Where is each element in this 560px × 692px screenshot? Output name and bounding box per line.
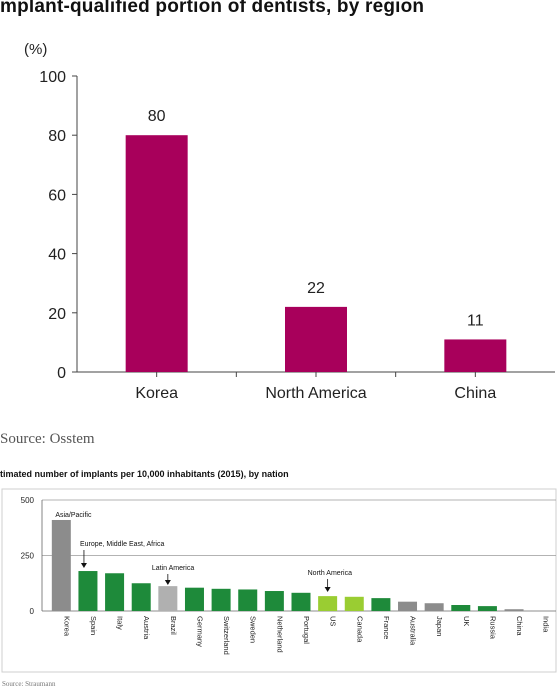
bar	[451, 605, 471, 611]
annotation-arrowhead	[324, 587, 331, 592]
bar	[344, 596, 364, 611]
annotation-arrowhead	[164, 580, 171, 585]
x-tick-label: Germany	[195, 616, 204, 647]
bar	[264, 591, 284, 611]
x-tick-label: Switzerland	[222, 616, 231, 655]
x-tick-label: Australia	[409, 616, 418, 646]
x-tick-label: Brazil	[169, 616, 178, 635]
y-tick-label: 20	[48, 306, 66, 323]
bar	[504, 609, 524, 611]
data-label: 22	[307, 280, 325, 297]
source-note-2: Source: Straumann	[2, 680, 56, 688]
bar	[184, 587, 204, 611]
annotation-label: Latin America	[152, 565, 195, 572]
bar	[238, 589, 258, 611]
y-tick-label: 60	[48, 187, 66, 204]
x-tick-label: Italy	[116, 616, 125, 630]
data-label: 80	[148, 108, 166, 125]
x-tick-label: Japan	[435, 616, 444, 636]
bar	[211, 588, 231, 611]
y-tick-label: 80	[48, 128, 66, 145]
y-axis-label: (%)	[24, 41, 47, 58]
chart2-title: timated number of implants per 10,000 in…	[0, 469, 289, 479]
bar	[131, 583, 151, 611]
dentist-bar-chart: (%) 0 20 40 60 80 100 80 Korea 22 North America 11 C…	[24, 41, 555, 402]
x-tick-label: France	[382, 616, 391, 639]
data-label: 11	[467, 312, 484, 329]
bar	[125, 135, 188, 372]
annotation-label: North America	[308, 570, 352, 577]
x-tick-label: Austria	[142, 616, 151, 640]
y-tick-label: 0	[57, 365, 66, 382]
y-tick-label: 40	[48, 247, 66, 264]
y-tick-label: 100	[39, 69, 66, 86]
bar	[318, 596, 338, 611]
annotation-arrowhead	[80, 563, 87, 568]
x-tick-label: Portugal	[302, 616, 311, 644]
bar	[424, 603, 444, 611]
bar	[158, 586, 178, 611]
x-tick-label: Russia	[488, 616, 497, 640]
x-tick-label: Korea	[135, 385, 178, 402]
bar	[78, 571, 98, 611]
x-tick-label: Canada	[355, 616, 364, 643]
bar	[477, 606, 497, 611]
chart-frame	[1, 488, 557, 673]
x-tick-label: US	[329, 616, 338, 626]
x-tick-label: North America	[265, 385, 366, 402]
y-tick-label: 250	[21, 552, 35, 561]
x-tick-label: Spain	[89, 616, 98, 635]
bar	[444, 339, 507, 372]
bar	[291, 592, 311, 611]
bar	[371, 598, 391, 611]
bar	[105, 573, 125, 611]
chart-title: mplant-qualified portion of dentists, by…	[0, 0, 425, 17]
x-tick-label: India	[542, 616, 551, 633]
annotation-label: Europe, Middle East, Africa	[80, 541, 165, 548]
y-tick-label: 0	[30, 607, 35, 616]
x-tick-label: Korea	[62, 616, 71, 637]
bar	[398, 601, 418, 611]
annotation-label: Asia/Pacific	[55, 512, 92, 519]
y-tick-label: 500	[21, 496, 35, 505]
source-note: Source: Osstem	[0, 431, 95, 447]
bar	[51, 519, 71, 611]
x-tick-label: China	[515, 616, 524, 636]
x-tick-label: Sweden	[249, 616, 258, 643]
x-tick-label: Netherland	[275, 616, 284, 653]
x-tick-label: China	[454, 385, 496, 402]
x-tick-label: UK	[462, 616, 471, 626]
bar	[285, 306, 347, 372]
